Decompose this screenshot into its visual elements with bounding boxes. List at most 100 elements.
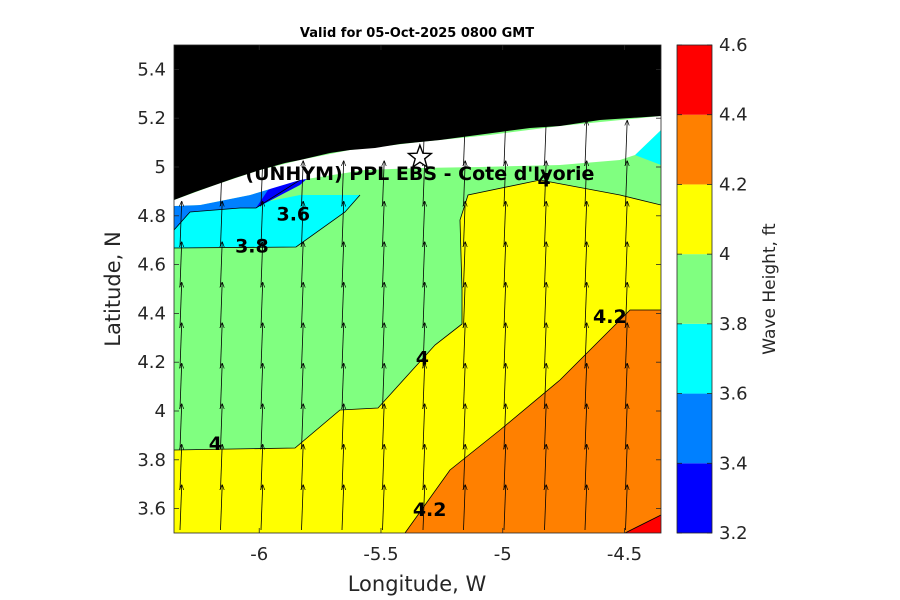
plot-area: 3.6 3.8 4 4 4 4.2 4.2 (UNHYM) PPL EBS - Cote d… — [174, 45, 661, 533]
wave-arrow — [383, 445, 385, 490]
colorbar-tick-label: 3.6 — [719, 384, 748, 405]
colorbar-label: Wave Height, ft — [760, 223, 780, 355]
y-tick-label: 3.8 — [137, 450, 166, 471]
wave-arrow — [342, 283, 344, 328]
wave-arrow — [545, 323, 547, 369]
wave-arrow — [342, 364, 344, 409]
wave-arrow — [342, 485, 344, 531]
x-tick-label: -4.5 — [607, 544, 642, 565]
wave-arrow — [504, 242, 506, 288]
wave-arrow — [464, 121, 466, 166]
colorbar: 3.2 3.4 3.6 3.8 4 4.2 4.4 4.6 — [676, 35, 748, 544]
wave-arrow — [261, 242, 263, 288]
wave-arrow — [545, 121, 547, 166]
wave-arrow — [585, 364, 587, 409]
wave-arrow — [180, 283, 182, 328]
wave-arrow — [221, 485, 223, 531]
site-label: (UNHYM) PPL EBS - Cote d'Ivorie — [245, 163, 594, 185]
wave-arrow — [180, 364, 182, 409]
wave-arrow — [342, 202, 344, 247]
wave-arrow — [504, 283, 506, 328]
wave-arrow — [464, 242, 466, 288]
wave-arrow — [504, 121, 506, 166]
y-tick-label: 5.4 — [137, 59, 166, 80]
wave-arrow — [504, 445, 506, 490]
y-tick-label: 4.2 — [137, 352, 166, 373]
wave-arrow — [221, 283, 223, 328]
colorbar-tick-label: 4.2 — [719, 174, 748, 195]
wave-arrow — [464, 323, 466, 369]
wave-arrow — [342, 242, 344, 288]
land-area — [174, 45, 661, 200]
wave-arrow — [342, 445, 344, 490]
wave-direction-arrows — [180, 121, 627, 531]
wave-arrow — [180, 445, 182, 490]
wave-arrow — [423, 242, 425, 288]
wave-arrow — [423, 404, 425, 450]
x-tick-label: -5.5 — [363, 544, 398, 565]
wave-arrow — [261, 283, 263, 328]
colorbar-tick-label: 4.6 — [719, 35, 748, 56]
wave-arrow — [423, 323, 425, 369]
wave-arrow — [302, 485, 304, 531]
y-axis-label: Latitude, N — [101, 231, 125, 347]
wave-arrow — [585, 202, 587, 247]
wave-arrow — [261, 202, 263, 247]
wave-arrow — [464, 202, 466, 247]
wave-arrow — [383, 485, 385, 531]
wave-arrow — [221, 404, 223, 450]
wave-arrow — [504, 364, 506, 409]
band-3-2-to-3-4 — [256, 176, 310, 208]
wave-arrow — [221, 242, 223, 288]
wave-arrow — [464, 364, 466, 409]
wave-arrow — [423, 364, 425, 409]
colorbar-segment — [677, 463, 712, 533]
wave-arrow — [261, 364, 263, 409]
wave-arrow — [261, 404, 263, 450]
wave-arrow — [545, 404, 547, 450]
colorbar-tick-label: 4 — [719, 244, 730, 265]
contour-labels: 3.6 3.8 4 4 4 4.2 4.2 — [209, 170, 627, 521]
colorbar-tick-label: 3.8 — [719, 314, 748, 335]
wave-arrow — [423, 161, 425, 207]
colorbar-segment — [677, 254, 712, 324]
wave-arrow — [221, 364, 223, 409]
band-3-6-to-3-8-east — [635, 130, 661, 165]
wave-arrow — [302, 202, 304, 247]
band-4-2-to-4-4 — [405, 310, 661, 533]
wave-arrow — [464, 445, 466, 490]
y-tick-label: 5.2 — [137, 108, 166, 129]
wave-arrow — [464, 404, 466, 450]
wave-arrow — [180, 242, 182, 288]
wave-arrow — [585, 242, 587, 288]
wave-arrow — [585, 283, 587, 328]
wave-arrow — [342, 404, 344, 450]
wave-arrow — [342, 161, 344, 207]
chart-title: Valid for 05-Oct-2025 0800 GMT — [300, 26, 534, 41]
contour-label: 4.2 — [413, 499, 447, 521]
wave-arrow — [626, 323, 628, 369]
wave-arrow — [383, 404, 385, 450]
colorbar-tick-label: 3.4 — [719, 453, 748, 474]
y-tick-label: 4.4 — [137, 303, 166, 324]
wave-arrow — [302, 161, 304, 207]
wave-arrow — [504, 202, 506, 247]
wave-arrow — [261, 161, 263, 207]
wave-arrow — [383, 364, 385, 409]
wave-arrow — [626, 485, 628, 531]
wave-arrow — [302, 283, 304, 328]
contour-lines — [174, 179, 661, 533]
wave-arrow — [464, 161, 466, 207]
colorbar-frame — [676, 44, 713, 534]
wave-arrow — [545, 161, 547, 207]
y-tick-label: 4.6 — [137, 255, 166, 276]
x-axis-ticks: -6 -5.5 -5 -4.5 — [250, 45, 642, 565]
contour-label: 4.2 — [593, 306, 627, 328]
wave-arrow — [261, 445, 263, 490]
site-star-marker — [406, 143, 434, 169]
wave-arrow — [585, 485, 587, 531]
y-tick-label: 3.6 — [137, 499, 166, 520]
wave-arrow — [585, 323, 587, 369]
contour-label: 4 — [209, 433, 222, 455]
